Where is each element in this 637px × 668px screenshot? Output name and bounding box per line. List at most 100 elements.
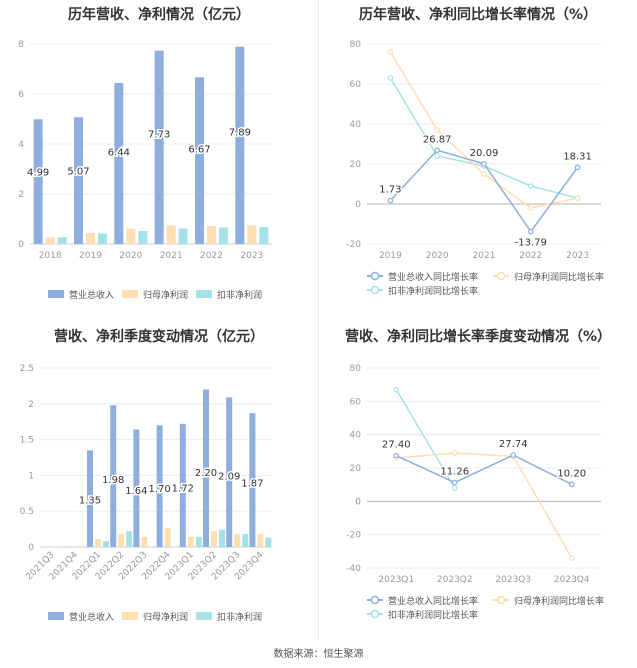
point-value-label: 27.40 xyxy=(382,440,411,451)
annual-growth-panel: 历年营收、净利同比增长率情况（%） -20 0 20 40 60 80 2019 2020 20… xyxy=(319,0,637,318)
bar xyxy=(265,537,272,547)
x-tick-label: 2023 xyxy=(566,251,589,261)
bar xyxy=(247,225,257,244)
legend-swatch xyxy=(196,612,212,620)
bar xyxy=(126,228,136,244)
chart-title: 营收、净利同比增长率季度变动情况（%） xyxy=(344,329,612,345)
bar xyxy=(242,534,249,547)
bar-value-label: 1.98 xyxy=(102,475,124,486)
y-tick-label: 1 xyxy=(28,471,34,481)
bar-value-label: 4.99 xyxy=(27,167,49,178)
bar xyxy=(103,541,109,547)
data-point xyxy=(528,183,534,189)
annual-growth-chart: -20 0 20 40 60 80 2019 2020 2021 2022 2023 1.73 26.8… xyxy=(346,40,604,297)
y-tick-label: 80 xyxy=(350,364,362,374)
bar xyxy=(235,46,245,244)
y-tick-label: -20 xyxy=(346,240,361,250)
point-value-label: 27.74 xyxy=(499,439,528,450)
bar xyxy=(126,531,133,547)
data-point xyxy=(528,228,534,235)
bar xyxy=(226,397,233,547)
data-point xyxy=(451,450,458,456)
y-tick-label: 2.5 xyxy=(20,364,34,374)
legend-label: 扣非净利润同比增长率 xyxy=(388,285,478,297)
bar xyxy=(133,429,140,547)
bar xyxy=(166,225,176,244)
data-point xyxy=(568,555,575,561)
legend-swatch xyxy=(48,290,64,298)
bar xyxy=(138,231,148,244)
point-value-label: 20.09 xyxy=(470,148,499,159)
bar-value-label: 7.89 xyxy=(229,128,251,139)
y-tick-label: 40 xyxy=(350,120,362,130)
bar-value-label: 7.73 xyxy=(148,130,170,141)
y-tick-label: 20 xyxy=(350,464,362,474)
bar xyxy=(74,117,83,244)
bar xyxy=(259,227,269,244)
x-tick-label: 2021 xyxy=(160,251,183,261)
y-tick-label: 0 xyxy=(18,240,24,250)
data-point xyxy=(387,75,394,81)
x-tick-label: 2021 xyxy=(473,251,496,261)
bar xyxy=(249,413,256,547)
legend-label: 归母净利润同比增长率 xyxy=(514,271,604,283)
bar xyxy=(87,450,93,547)
x-tick-label: 2020 xyxy=(119,251,142,261)
legend-swatch xyxy=(196,290,212,298)
series-line xyxy=(389,77,578,199)
bar xyxy=(57,237,67,244)
legend-label: 归母净利润同比增长率 xyxy=(514,595,604,607)
data-point xyxy=(481,171,487,177)
x-tick-label: 2023Q1 xyxy=(378,575,414,585)
bar xyxy=(203,389,209,547)
bar xyxy=(234,534,241,547)
y-tick-label: 80 xyxy=(350,40,362,50)
legend-swatch-marker xyxy=(370,271,380,281)
bar xyxy=(95,539,101,547)
series-line xyxy=(395,454,573,486)
series-line xyxy=(396,452,573,559)
bar xyxy=(114,83,124,244)
bar xyxy=(219,227,228,244)
data-source: 数据来源：恒生聚源 xyxy=(273,649,364,660)
data-point xyxy=(451,479,458,486)
chart-title: 营收、净利季度变动情况（亿元） xyxy=(54,329,264,345)
x-tick-label: 2019 xyxy=(379,251,402,261)
x-tick-label: 2023 xyxy=(240,251,263,261)
data-point xyxy=(568,481,575,488)
legend-label: 归母净利润 xyxy=(143,289,188,301)
legend-label: 营业总收入同比增长率 xyxy=(388,271,478,283)
legend-swatch-marker xyxy=(370,285,380,295)
annual-revenue-profit-chart: 0 2 4 6 8 4.99 2018 5.07 2019 6.44 2020 7.73 2021 6.6… xyxy=(18,40,272,301)
bar xyxy=(156,425,163,547)
data-point xyxy=(387,197,394,204)
quarterly-revenue-profit-chart: 00.511.522.52021Q32021Q41.352022Q11.9820… xyxy=(20,364,272,623)
annual-revenue-profit-panel: 历年营收、净利情况（亿元） 0 2 4 6 8 4.99 2018 5.07 2019 6.44 2… xyxy=(0,0,318,318)
data-point xyxy=(481,161,487,167)
legend-label: 营业总收入同比增长率 xyxy=(388,595,478,607)
bar xyxy=(154,50,164,244)
chart-title: 历年营收、净利情况（亿元） xyxy=(68,7,250,23)
y-tick-label: 40 xyxy=(350,431,362,441)
panel-divider xyxy=(318,0,319,640)
bar-value-label: 1.70 xyxy=(148,484,170,495)
y-tick-label: 60 xyxy=(350,397,362,407)
legend-label: 营业总收入 xyxy=(69,289,114,301)
y-tick-label: 4 xyxy=(18,140,24,150)
bar xyxy=(219,529,225,547)
x-tick-label: 2018 xyxy=(39,251,62,261)
point-value-label: 1.73 xyxy=(379,185,401,196)
bar xyxy=(141,536,148,547)
data-point xyxy=(393,386,400,393)
bar xyxy=(33,119,43,244)
y-tick-label: 2 xyxy=(18,190,24,200)
series-line xyxy=(389,51,578,209)
data-point xyxy=(574,164,581,171)
bar-value-label: 1.64 xyxy=(125,486,147,497)
bar xyxy=(45,237,55,244)
y-tick-label: -20 xyxy=(346,531,361,541)
point-value-label: 10.20 xyxy=(557,468,586,479)
x-tick-label: 2022 xyxy=(200,251,223,261)
x-tick-label: 2023Q3 xyxy=(495,575,531,585)
bar xyxy=(211,531,217,547)
